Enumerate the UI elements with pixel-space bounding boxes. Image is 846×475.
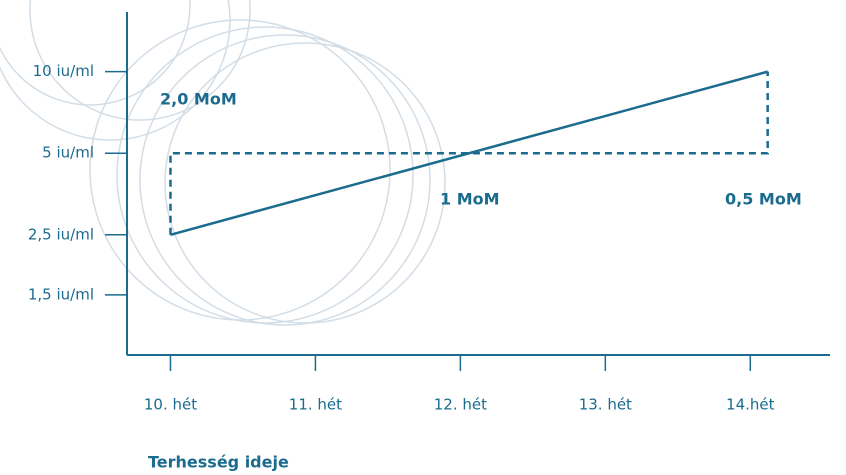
annotation: 2,0 MoM [160, 90, 237, 109]
background-circles [0, 0, 446, 326]
x-tick-label: 11. hét [289, 396, 342, 414]
x-axis-title: Terhesség ideje [148, 453, 289, 472]
y-tick-label: 1,5 iu/ml [28, 285, 94, 303]
y-tick-label: 2,5 iu/ml [28, 225, 94, 243]
y-tick-label: 10 iu/ml [33, 62, 94, 80]
x-tick-label: 14.hét [726, 396, 775, 414]
series-line [170, 70, 769, 236]
series-line [169, 71, 769, 235]
annotation: 1 MoM [440, 190, 500, 209]
x-tick-label: 13. hét [579, 396, 632, 414]
x-tick-label: 10. hét [144, 396, 197, 414]
annotation: 0,5 MoM [725, 190, 802, 209]
y-tick-label: 5 iu/ml [42, 144, 94, 162]
x-tick-label: 12. hét [434, 396, 487, 414]
